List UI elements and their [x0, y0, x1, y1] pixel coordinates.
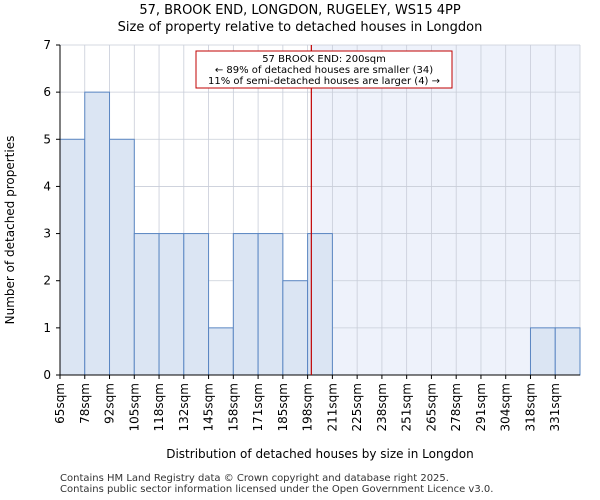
y-tick-label: 1: [43, 321, 51, 335]
chart-title-address: 57, BROOK END, LONGDON, RUGELEY, WS15 4P…: [139, 3, 461, 18]
x-tick-label: 238sqm: [375, 383, 389, 431]
y-tick-label: 5: [43, 132, 51, 146]
bar: [109, 138, 135, 376]
x-tick-label: 185sqm: [276, 383, 290, 431]
bar: [158, 233, 185, 376]
x-tick-label: 304sqm: [499, 383, 513, 431]
x-tick-label: 291sqm: [474, 383, 488, 431]
x-tick-label: 225sqm: [350, 383, 364, 431]
y-tick-label: 4: [43, 179, 51, 193]
bar: [529, 327, 556, 376]
bar: [133, 233, 160, 376]
bar: [59, 138, 86, 376]
annotation-larger: 11% of semi-detached houses are larger (…: [208, 76, 440, 87]
x-tick-label: 78sqm: [78, 383, 92, 424]
x-axis-label: Distribution of detached houses by size …: [166, 447, 474, 461]
bar: [232, 233, 259, 376]
annotation-smaller: ← 89% of detached houses are smaller (34…: [215, 65, 433, 76]
y-tick-label: 0: [43, 368, 51, 382]
x-tick-label: 171sqm: [251, 383, 265, 431]
x-tick-label: 105sqm: [127, 383, 141, 431]
x-tick-label: 92sqm: [103, 383, 117, 424]
x-tick-label: 118sqm: [152, 383, 166, 431]
y-tick-label: 6: [43, 85, 51, 99]
larger-region: [311, 45, 580, 375]
x-tick-label: 132sqm: [177, 383, 191, 431]
x-tick-label: 65sqm: [53, 383, 67, 424]
x-tick-label: 198sqm: [301, 383, 315, 431]
x-tick-label: 158sqm: [226, 383, 240, 431]
y-axis-label: Number of detached properties: [3, 136, 17, 325]
bar: [282, 280, 309, 376]
x-tick-label: 265sqm: [424, 383, 438, 431]
bar: [208, 327, 234, 376]
x-tick-label: 331sqm: [548, 383, 562, 431]
chart-title: Size of property relative to detached ho…: [117, 20, 483, 35]
y-tick-label: 2: [43, 274, 51, 288]
bar: [183, 233, 210, 376]
bar: [84, 91, 111, 376]
annotation-title: 57 BROOK END: 200sqm: [262, 54, 386, 65]
bar: [554, 327, 581, 376]
footer-licence: Contains public sector information licen…: [60, 484, 494, 495]
footer-copyright: Contains HM Land Registry data © Crown c…: [60, 473, 449, 484]
y-tick-label: 7: [43, 38, 51, 52]
y-tick-label: 3: [43, 227, 51, 241]
annotation-box: [195, 50, 453, 89]
x-tick-label: 251sqm: [400, 383, 414, 431]
x-tick-label: 211sqm: [325, 383, 339, 431]
bar: [257, 233, 284, 376]
x-tick-label: 278sqm: [449, 383, 463, 431]
x-tick-label: 145sqm: [202, 383, 216, 431]
x-tick-label: 318sqm: [523, 383, 537, 431]
